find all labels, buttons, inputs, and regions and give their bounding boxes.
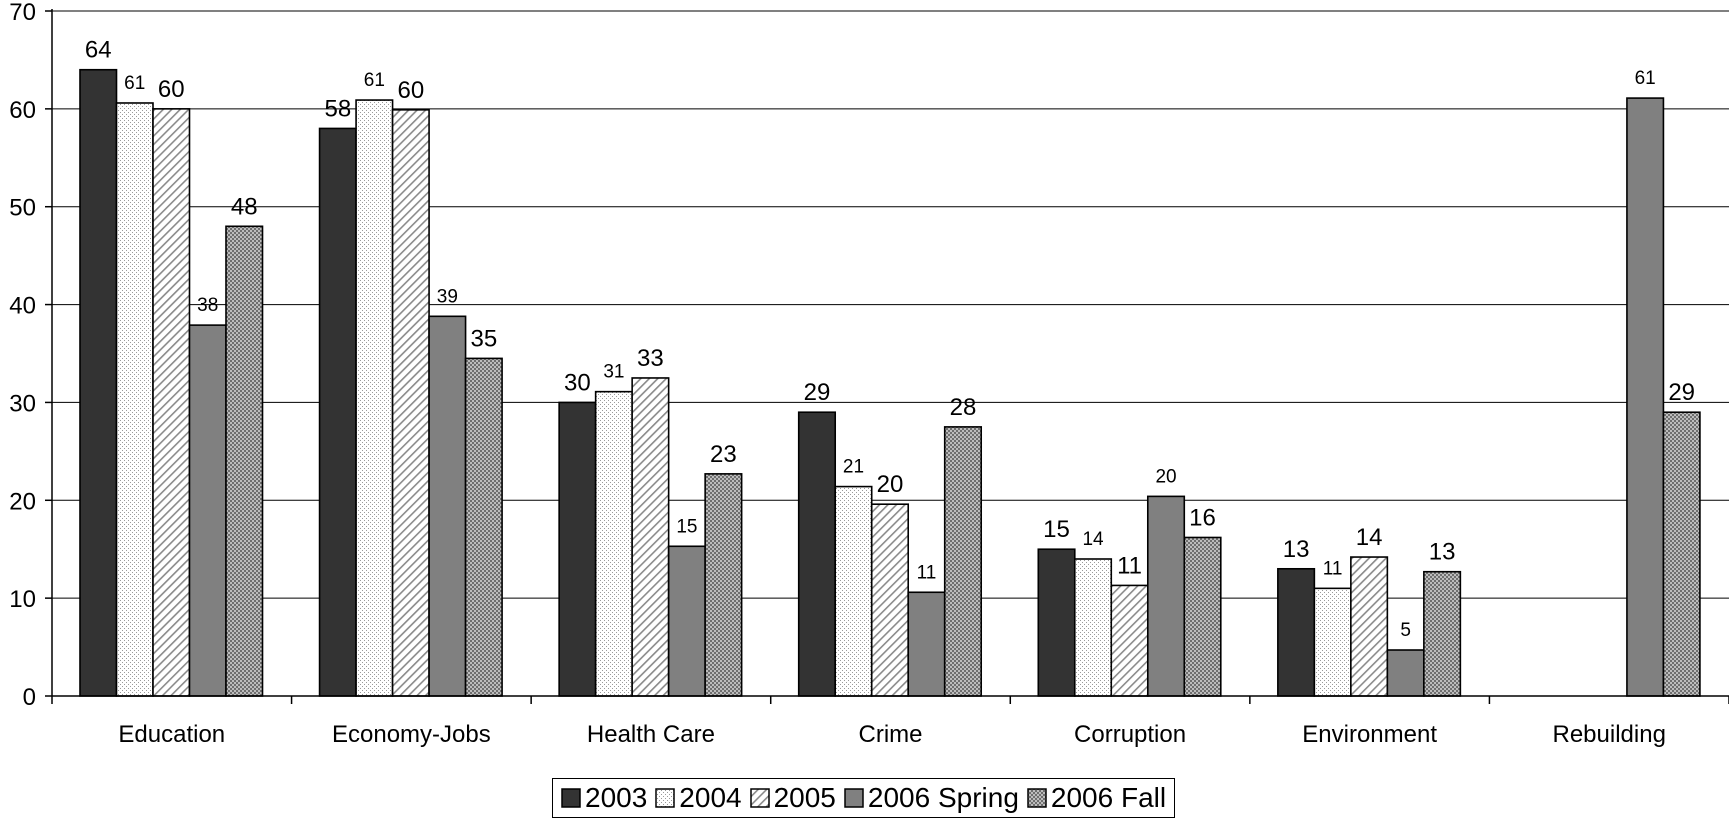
data-label-education-2004: 61 xyxy=(124,73,145,94)
data-label-corruption-2006-spring: 20 xyxy=(1155,466,1176,487)
bar-economy-jobs-2005 xyxy=(391,109,430,697)
legend-label: 2006 Spring xyxy=(867,782,1019,813)
legend-item-2004: 2004 xyxy=(655,782,742,813)
y-tick-label: 50 xyxy=(9,195,36,222)
data-label-economy-jobs-2006-spring: 39 xyxy=(437,286,458,307)
bar-crime-2006-spring xyxy=(907,591,946,697)
data-label-environment-2004: 11 xyxy=(1323,558,1343,579)
y-tick-label: 40 xyxy=(9,293,36,320)
y-tick-label: 70 xyxy=(9,0,36,26)
axes: 0 10 20 30 40 50 60 70 Education Economy-Jobs Heal… xyxy=(9,0,1729,748)
bar-chart: 64 58 30 29 15 13 61 61 31 21 14 11 60 60 33 20 11 14 38 39… xyxy=(9,0,1729,748)
data-label-crime-2006-fall: 28 xyxy=(950,394,977,421)
data-label-economy-jobs-2004: 61 xyxy=(364,70,385,91)
bar-health-care-2003 xyxy=(558,401,597,697)
bar-crime-2003 xyxy=(797,411,837,697)
x-tick-label-environment: Environment xyxy=(1302,721,1437,748)
bar-corruption-2005 xyxy=(1110,584,1149,697)
data-label-corruption-2004: 14 xyxy=(1082,529,1104,550)
data-label-crime-2006-spring: 11 xyxy=(917,562,937,583)
legend-item-2006-spring: 2006 Spring xyxy=(844,784,1019,812)
legend-label: 2005 xyxy=(773,782,836,813)
legend-item-2003: 2003 xyxy=(561,784,647,812)
legend-swatch-2006-fall xyxy=(1027,788,1047,808)
bar-education-2006-fall xyxy=(225,225,264,697)
bar-crime-2005 xyxy=(870,503,910,697)
data-label-education-2006-fall: 48 xyxy=(231,193,258,220)
data-label-education-2003: 64 xyxy=(85,37,112,64)
data-label-crime-2004: 21 xyxy=(843,457,864,478)
data-label-health-care-2006-spring: 15 xyxy=(676,516,697,537)
legend-label: 2006 Fall xyxy=(1050,782,1167,813)
data-label-education-2006-spring: 38 xyxy=(197,295,218,316)
bar-economy-jobs-2006-spring xyxy=(428,315,467,697)
data-label-corruption-2003: 15 xyxy=(1043,516,1070,543)
bar-corruption-2006-fall xyxy=(1183,536,1222,697)
bar-health-care-2006-fall xyxy=(704,473,743,697)
data-label-rebuilding-2006-spring: 61 xyxy=(1635,68,1656,89)
data-label-environment-2006-spring: 5 xyxy=(1400,620,1411,641)
legend-swatch-2004 xyxy=(655,788,676,808)
bar-environment-2005 xyxy=(1350,556,1389,697)
data-label-health-care-2003: 30 xyxy=(564,369,591,396)
bars xyxy=(79,68,1701,697)
data-label-corruption-2005: 11 xyxy=(1117,552,1142,579)
bar-education-2003 xyxy=(79,68,118,697)
bar-economy-jobs-2004 xyxy=(355,99,394,697)
data-label-corruption-2006-fall: 16 xyxy=(1189,504,1216,531)
bar-rebuilding-2006-spring xyxy=(1626,97,1665,697)
x-tick-label-crime: Crime xyxy=(859,721,923,748)
legend-swatch-2006-spring xyxy=(844,788,864,808)
data-label-crime-2005: 20 xyxy=(877,471,904,498)
bar-education-2004 xyxy=(115,102,154,697)
x-tick-label-economy-jobs: Economy-Jobs xyxy=(332,721,491,748)
x-tick-label-health-care: Health Care xyxy=(587,721,715,748)
bar-economy-jobs-2003 xyxy=(318,127,357,697)
legend-swatch-2005 xyxy=(749,788,770,808)
legend-label: 2003 xyxy=(585,782,648,813)
bar-environment-2003 xyxy=(1277,567,1316,697)
bar-environment-2006-fall xyxy=(1423,570,1462,697)
data-label-crime-2003: 29 xyxy=(804,379,831,406)
data-label-environment-2006-fall: 13 xyxy=(1429,539,1456,566)
data-label-economy-jobs-2003: 58 xyxy=(324,95,351,122)
bar-corruption-2006-spring xyxy=(1146,495,1186,697)
legend: 2003 2004 2005 2006 Spring 2006 Fall xyxy=(552,778,1176,818)
bar-health-care-2006-spring xyxy=(667,545,706,697)
bar-education-2006-spring xyxy=(188,324,227,697)
legend-item-2005: 2005 xyxy=(749,782,836,813)
x-tick-label-corruption: Corruption xyxy=(1074,721,1186,748)
bar-health-care-2005 xyxy=(631,377,670,697)
bar-rebuilding-2006-fall xyxy=(1662,411,1701,697)
legend-label: 2004 xyxy=(679,782,742,813)
data-label-economy-jobs-2006-fall: 35 xyxy=(470,325,497,352)
data-label-health-care-2004: 31 xyxy=(603,362,624,383)
bar-economy-jobs-2006-fall xyxy=(464,357,503,697)
y-tick-label: 10 xyxy=(9,586,36,613)
bar-crime-2004 xyxy=(834,485,873,697)
bar-corruption-2004 xyxy=(1073,558,1113,697)
y-tick-label: 20 xyxy=(9,488,36,515)
bar-corruption-2003 xyxy=(1037,548,1076,697)
data-label-health-care-2006-fall: 23 xyxy=(710,441,737,468)
y-tick-label: 30 xyxy=(9,390,36,417)
data-label-economy-jobs-2005: 60 xyxy=(397,77,424,104)
data-labels: 64 58 30 29 15 13 61 61 31 21 14 11 60 60 33 20 11 14 38 39… xyxy=(85,37,1695,641)
data-label-health-care-2005: 33 xyxy=(637,345,664,372)
y-tick-label: 60 xyxy=(9,97,36,124)
x-tick-label-rebuilding: Rebuilding xyxy=(1553,721,1666,748)
data-label-environment-2005: 14 xyxy=(1356,524,1383,551)
data-label-rebuilding-2006-fall: 29 xyxy=(1668,379,1695,406)
x-tick-label-education: Education xyxy=(118,721,225,748)
bar-crime-2006-fall xyxy=(943,426,983,697)
data-label-education-2005: 60 xyxy=(158,76,185,103)
bar-environment-2004 xyxy=(1313,587,1352,697)
bar-environment-2006-spring xyxy=(1386,649,1425,697)
legend-item-2006-fall: 2006 Fall xyxy=(1027,784,1166,812)
legend-swatch-2003 xyxy=(561,788,581,808)
y-tick-label: 0 xyxy=(23,684,36,711)
bar-health-care-2004 xyxy=(594,390,633,697)
data-label-environment-2003: 13 xyxy=(1283,536,1310,563)
bar-education-2005 xyxy=(152,108,191,697)
